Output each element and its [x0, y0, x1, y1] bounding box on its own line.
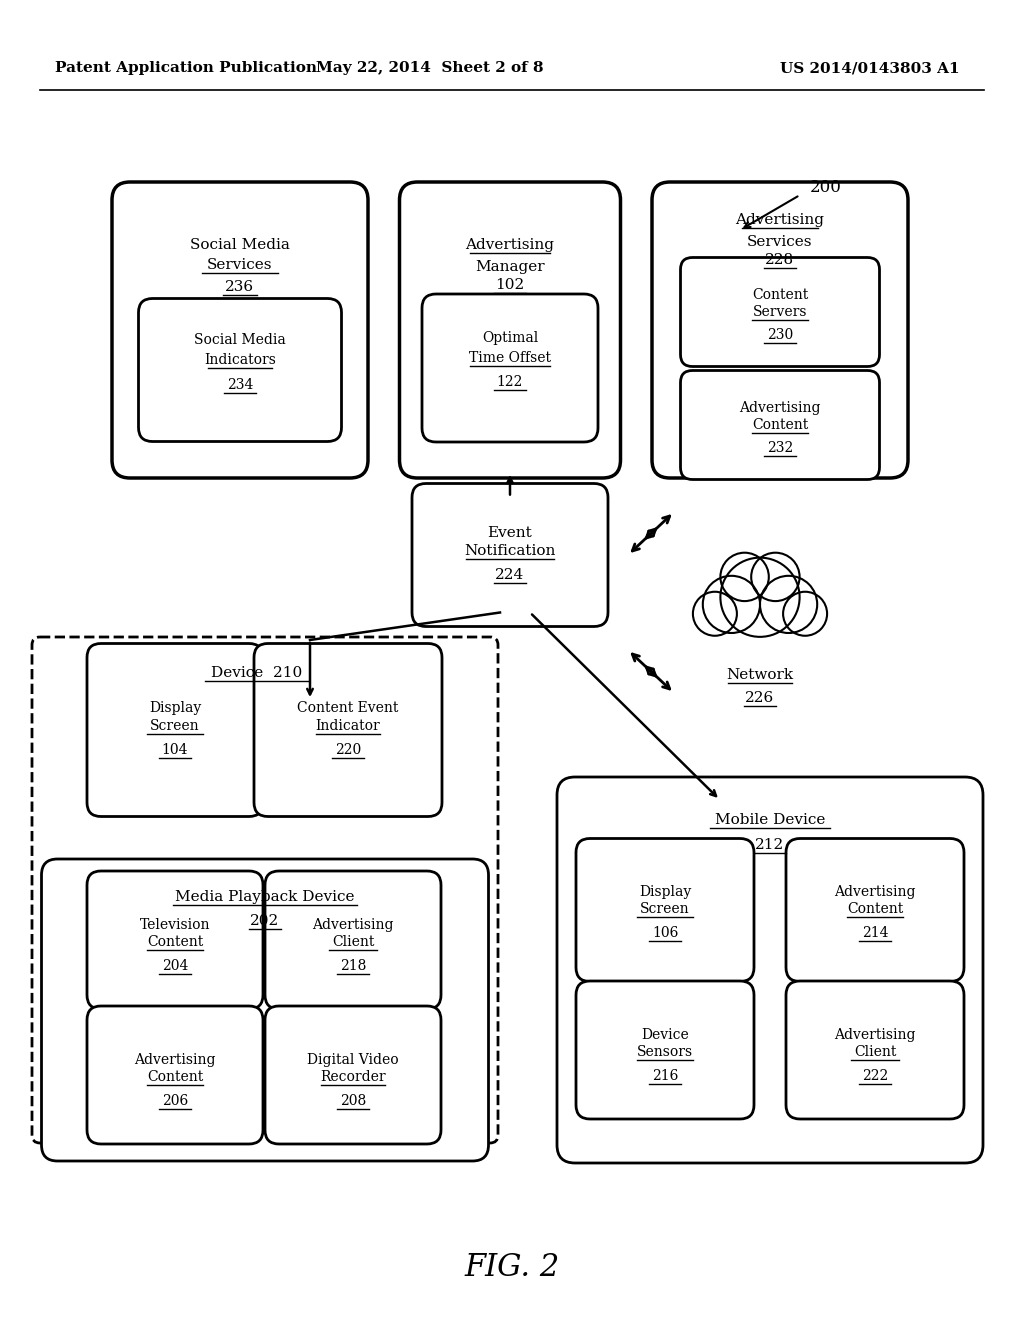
- FancyBboxPatch shape: [575, 981, 754, 1119]
- Text: 204: 204: [162, 960, 188, 973]
- FancyBboxPatch shape: [786, 838, 964, 982]
- Text: 218: 218: [340, 960, 367, 973]
- Text: 214: 214: [862, 927, 888, 940]
- Text: Display: Display: [148, 701, 201, 715]
- FancyBboxPatch shape: [557, 777, 983, 1163]
- Circle shape: [721, 553, 769, 601]
- FancyBboxPatch shape: [652, 182, 908, 478]
- Text: US 2014/0143803 A1: US 2014/0143803 A1: [780, 61, 961, 75]
- Text: 206: 206: [162, 1094, 188, 1107]
- Text: 202: 202: [251, 913, 280, 928]
- Text: Advertising: Advertising: [735, 213, 824, 227]
- Text: Notification: Notification: [464, 544, 556, 558]
- Text: Advertising: Advertising: [312, 917, 394, 932]
- Text: Content: Content: [752, 418, 808, 432]
- Text: Social Media: Social Media: [195, 333, 286, 347]
- Text: Screen: Screen: [151, 719, 200, 733]
- Text: 122: 122: [497, 375, 523, 389]
- Text: Network: Network: [726, 668, 794, 682]
- Text: Advertising: Advertising: [835, 884, 915, 899]
- FancyBboxPatch shape: [412, 483, 608, 627]
- Text: Indicator: Indicator: [315, 719, 380, 733]
- FancyBboxPatch shape: [575, 838, 754, 982]
- Text: 200: 200: [810, 180, 842, 197]
- Text: 228: 228: [765, 253, 795, 267]
- Text: Event: Event: [487, 525, 532, 540]
- FancyBboxPatch shape: [42, 859, 488, 1162]
- Text: 236: 236: [225, 280, 255, 294]
- Text: Recorder: Recorder: [321, 1071, 386, 1084]
- Text: Display: Display: [639, 884, 691, 899]
- FancyBboxPatch shape: [112, 182, 368, 478]
- Circle shape: [721, 557, 800, 636]
- Text: Client: Client: [854, 1045, 896, 1059]
- Text: Content Event: Content Event: [297, 701, 398, 715]
- Text: 230: 230: [767, 327, 794, 342]
- Text: 102: 102: [496, 279, 524, 292]
- Text: Device: Device: [641, 1028, 689, 1041]
- Text: Services: Services: [207, 257, 272, 272]
- Text: 220: 220: [335, 743, 361, 756]
- Text: Client: Client: [332, 935, 374, 949]
- Text: Screen: Screen: [640, 902, 690, 916]
- FancyBboxPatch shape: [32, 638, 498, 1143]
- Text: 222: 222: [862, 1069, 888, 1082]
- Text: Content: Content: [146, 1071, 203, 1084]
- Text: Digital Video: Digital Video: [307, 1053, 398, 1067]
- FancyBboxPatch shape: [87, 1006, 263, 1144]
- Text: Advertising: Advertising: [134, 1053, 216, 1067]
- Circle shape: [693, 591, 737, 636]
- Text: Mobile Device: Mobile Device: [715, 813, 825, 828]
- FancyBboxPatch shape: [265, 871, 441, 1008]
- Text: Time Offset: Time Offset: [469, 351, 551, 366]
- FancyBboxPatch shape: [422, 294, 598, 442]
- Text: 232: 232: [767, 441, 794, 455]
- Text: Servers: Servers: [753, 305, 807, 319]
- Text: Device  210: Device 210: [211, 667, 303, 680]
- Text: Content: Content: [146, 935, 203, 949]
- Text: Sensors: Sensors: [637, 1045, 693, 1059]
- Text: 106: 106: [652, 927, 678, 940]
- Text: Media Playback Device: Media Playback Device: [175, 890, 354, 904]
- Text: 212: 212: [756, 838, 784, 851]
- Text: FIG. 2: FIG. 2: [464, 1253, 560, 1283]
- FancyBboxPatch shape: [87, 871, 263, 1008]
- Text: 224: 224: [496, 568, 524, 582]
- Text: Content: Content: [847, 902, 903, 916]
- Text: Social Media: Social Media: [190, 238, 290, 252]
- Text: Advertising: Advertising: [466, 238, 555, 252]
- Text: Patent Application Publication: Patent Application Publication: [55, 61, 317, 75]
- FancyBboxPatch shape: [681, 371, 880, 479]
- Text: Indicators: Indicators: [204, 352, 275, 367]
- Text: Services: Services: [748, 235, 813, 249]
- FancyBboxPatch shape: [786, 981, 964, 1119]
- Text: May 22, 2014  Sheet 2 of 8: May 22, 2014 Sheet 2 of 8: [316, 61, 544, 75]
- Circle shape: [702, 576, 760, 634]
- FancyBboxPatch shape: [254, 644, 442, 817]
- FancyBboxPatch shape: [138, 298, 341, 441]
- Circle shape: [783, 591, 827, 636]
- Text: 216: 216: [652, 1069, 678, 1082]
- FancyBboxPatch shape: [399, 182, 621, 478]
- Text: Manager: Manager: [475, 260, 545, 275]
- FancyBboxPatch shape: [265, 1006, 441, 1144]
- Text: 104: 104: [162, 743, 188, 756]
- Text: Television: Television: [139, 917, 210, 932]
- Text: Optimal: Optimal: [482, 331, 539, 345]
- Text: Content: Content: [752, 288, 808, 302]
- FancyBboxPatch shape: [87, 644, 263, 817]
- FancyBboxPatch shape: [681, 257, 880, 367]
- Text: Advertising: Advertising: [835, 1028, 915, 1041]
- Circle shape: [752, 553, 800, 601]
- Circle shape: [760, 576, 817, 634]
- Text: 234: 234: [226, 378, 253, 392]
- Text: Advertising: Advertising: [739, 401, 821, 414]
- Text: 226: 226: [745, 690, 774, 705]
- Text: 208: 208: [340, 1094, 367, 1107]
